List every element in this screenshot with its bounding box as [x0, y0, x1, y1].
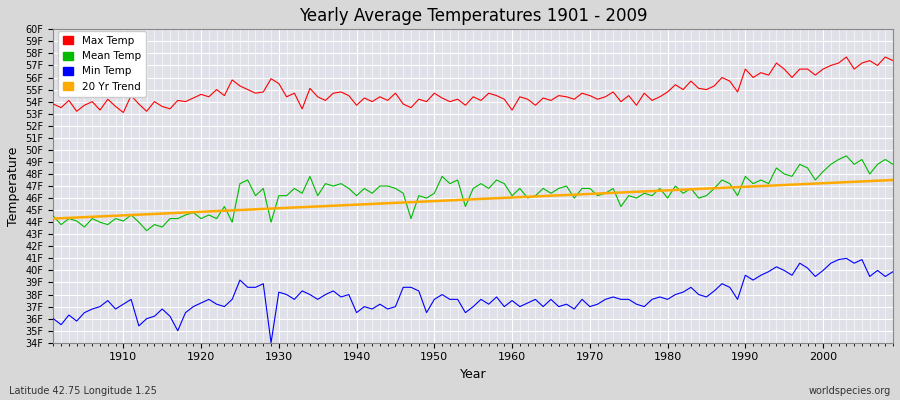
Legend: Max Temp, Mean Temp, Min Temp, 20 Yr Trend: Max Temp, Mean Temp, Min Temp, 20 Yr Tre…: [58, 31, 146, 97]
Title: Yearly Average Temperatures 1901 - 2009: Yearly Average Temperatures 1901 - 2009: [299, 7, 647, 25]
X-axis label: Year: Year: [460, 368, 487, 381]
Text: Latitude 42.75 Longitude 1.25: Latitude 42.75 Longitude 1.25: [9, 386, 157, 396]
Y-axis label: Temperature: Temperature: [7, 146, 20, 226]
Text: worldspecies.org: worldspecies.org: [809, 386, 891, 396]
